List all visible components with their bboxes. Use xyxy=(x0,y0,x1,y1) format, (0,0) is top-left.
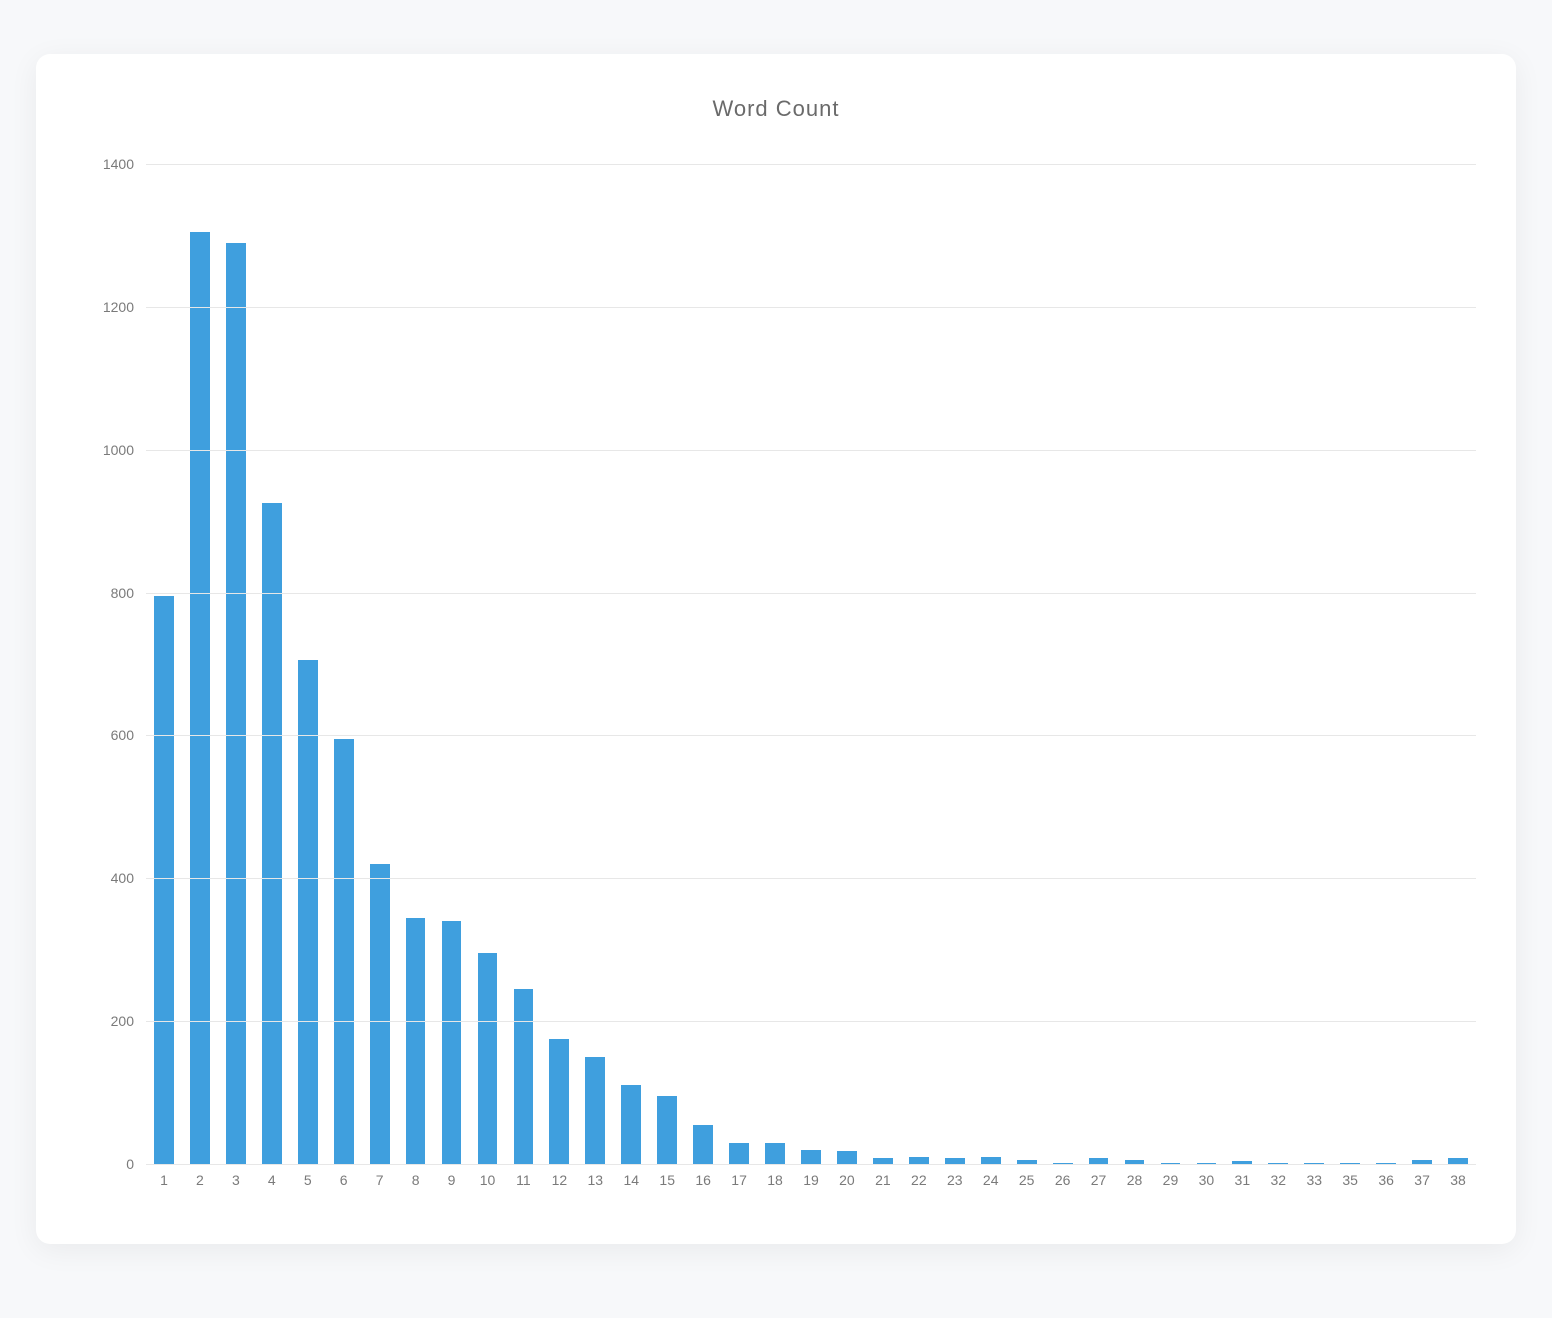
bar xyxy=(765,1143,785,1164)
x-axis-label: 10 xyxy=(480,1172,496,1188)
x-axis-label: 19 xyxy=(803,1172,819,1188)
gridline xyxy=(146,307,1476,308)
bar xyxy=(585,1057,605,1164)
x-axis-label: 12 xyxy=(552,1172,568,1188)
x-axis-label: 24 xyxy=(983,1172,999,1188)
bar xyxy=(478,953,498,1164)
bar xyxy=(370,864,390,1164)
x-axis-label: 20 xyxy=(839,1172,855,1188)
x-axis-label: 7 xyxy=(376,1172,384,1188)
bar xyxy=(801,1150,821,1164)
x-axis-label: 14 xyxy=(623,1172,639,1188)
x-axis-label: 5 xyxy=(304,1172,312,1188)
chart-card: Word Count 02004006008001000120014001234… xyxy=(36,54,1516,1244)
x-axis-label: 29 xyxy=(1163,1172,1179,1188)
bar xyxy=(190,232,210,1164)
y-axis-label: 1000 xyxy=(74,442,134,458)
gridline xyxy=(146,593,1476,594)
x-axis-label: 17 xyxy=(731,1172,747,1188)
bar xyxy=(226,243,246,1164)
bar xyxy=(442,921,462,1164)
bar xyxy=(837,1151,857,1164)
gridline xyxy=(146,450,1476,451)
bar xyxy=(154,596,174,1164)
y-axis-label: 400 xyxy=(74,870,134,886)
x-axis-label: 11 xyxy=(516,1172,531,1188)
chart-title: Word Count xyxy=(36,96,1516,122)
chart-plot-area: 0200400600800100012001400123456789101112… xyxy=(146,164,1476,1164)
gridline xyxy=(146,1021,1476,1022)
gridline xyxy=(146,735,1476,736)
bar xyxy=(262,503,282,1164)
x-axis-label: 8 xyxy=(412,1172,420,1188)
x-axis-label: 38 xyxy=(1450,1172,1466,1188)
bar xyxy=(729,1143,749,1164)
y-axis-label: 600 xyxy=(74,727,134,743)
bar xyxy=(981,1157,1001,1164)
x-axis-label: 18 xyxy=(767,1172,783,1188)
y-axis-label: 0 xyxy=(74,1156,134,1172)
x-axis-label: 26 xyxy=(1055,1172,1071,1188)
x-axis-label: 2 xyxy=(196,1172,204,1188)
y-axis-label: 200 xyxy=(74,1013,134,1029)
bar xyxy=(693,1125,713,1164)
y-axis-label: 800 xyxy=(74,585,134,601)
x-axis-label: 23 xyxy=(947,1172,963,1188)
x-axis-label: 13 xyxy=(588,1172,604,1188)
y-axis-label: 1400 xyxy=(74,156,134,172)
x-axis-label: 9 xyxy=(448,1172,456,1188)
x-axis-label: 28 xyxy=(1127,1172,1143,1188)
gridline xyxy=(146,878,1476,879)
bar xyxy=(657,1096,677,1164)
x-axis-label: 6 xyxy=(340,1172,348,1188)
x-axis-label: 1 xyxy=(160,1172,168,1188)
x-axis-label: 31 xyxy=(1235,1172,1251,1188)
x-axis-label: 21 xyxy=(875,1172,891,1188)
x-axis-label: 30 xyxy=(1199,1172,1215,1188)
gridline xyxy=(146,1164,1476,1165)
bar xyxy=(909,1157,929,1164)
bar xyxy=(549,1039,569,1164)
x-axis-label: 37 xyxy=(1414,1172,1430,1188)
bar xyxy=(621,1085,641,1164)
x-axis-label: 16 xyxy=(695,1172,711,1188)
x-axis-label: 22 xyxy=(911,1172,927,1188)
y-axis-label: 1200 xyxy=(74,299,134,315)
bar xyxy=(334,739,354,1164)
x-axis-label: 3 xyxy=(232,1172,240,1188)
x-axis-label: 25 xyxy=(1019,1172,1035,1188)
bar xyxy=(406,918,426,1164)
x-axis-label: 27 xyxy=(1091,1172,1107,1188)
x-axis-label: 36 xyxy=(1378,1172,1394,1188)
bar xyxy=(514,989,534,1164)
x-axis-label: 35 xyxy=(1342,1172,1358,1188)
x-axis-label: 15 xyxy=(659,1172,675,1188)
x-axis-label: 32 xyxy=(1271,1172,1287,1188)
bars-container xyxy=(146,164,1476,1164)
x-axis-label: 33 xyxy=(1306,1172,1322,1188)
gridline xyxy=(146,164,1476,165)
x-axis-label: 4 xyxy=(268,1172,276,1188)
